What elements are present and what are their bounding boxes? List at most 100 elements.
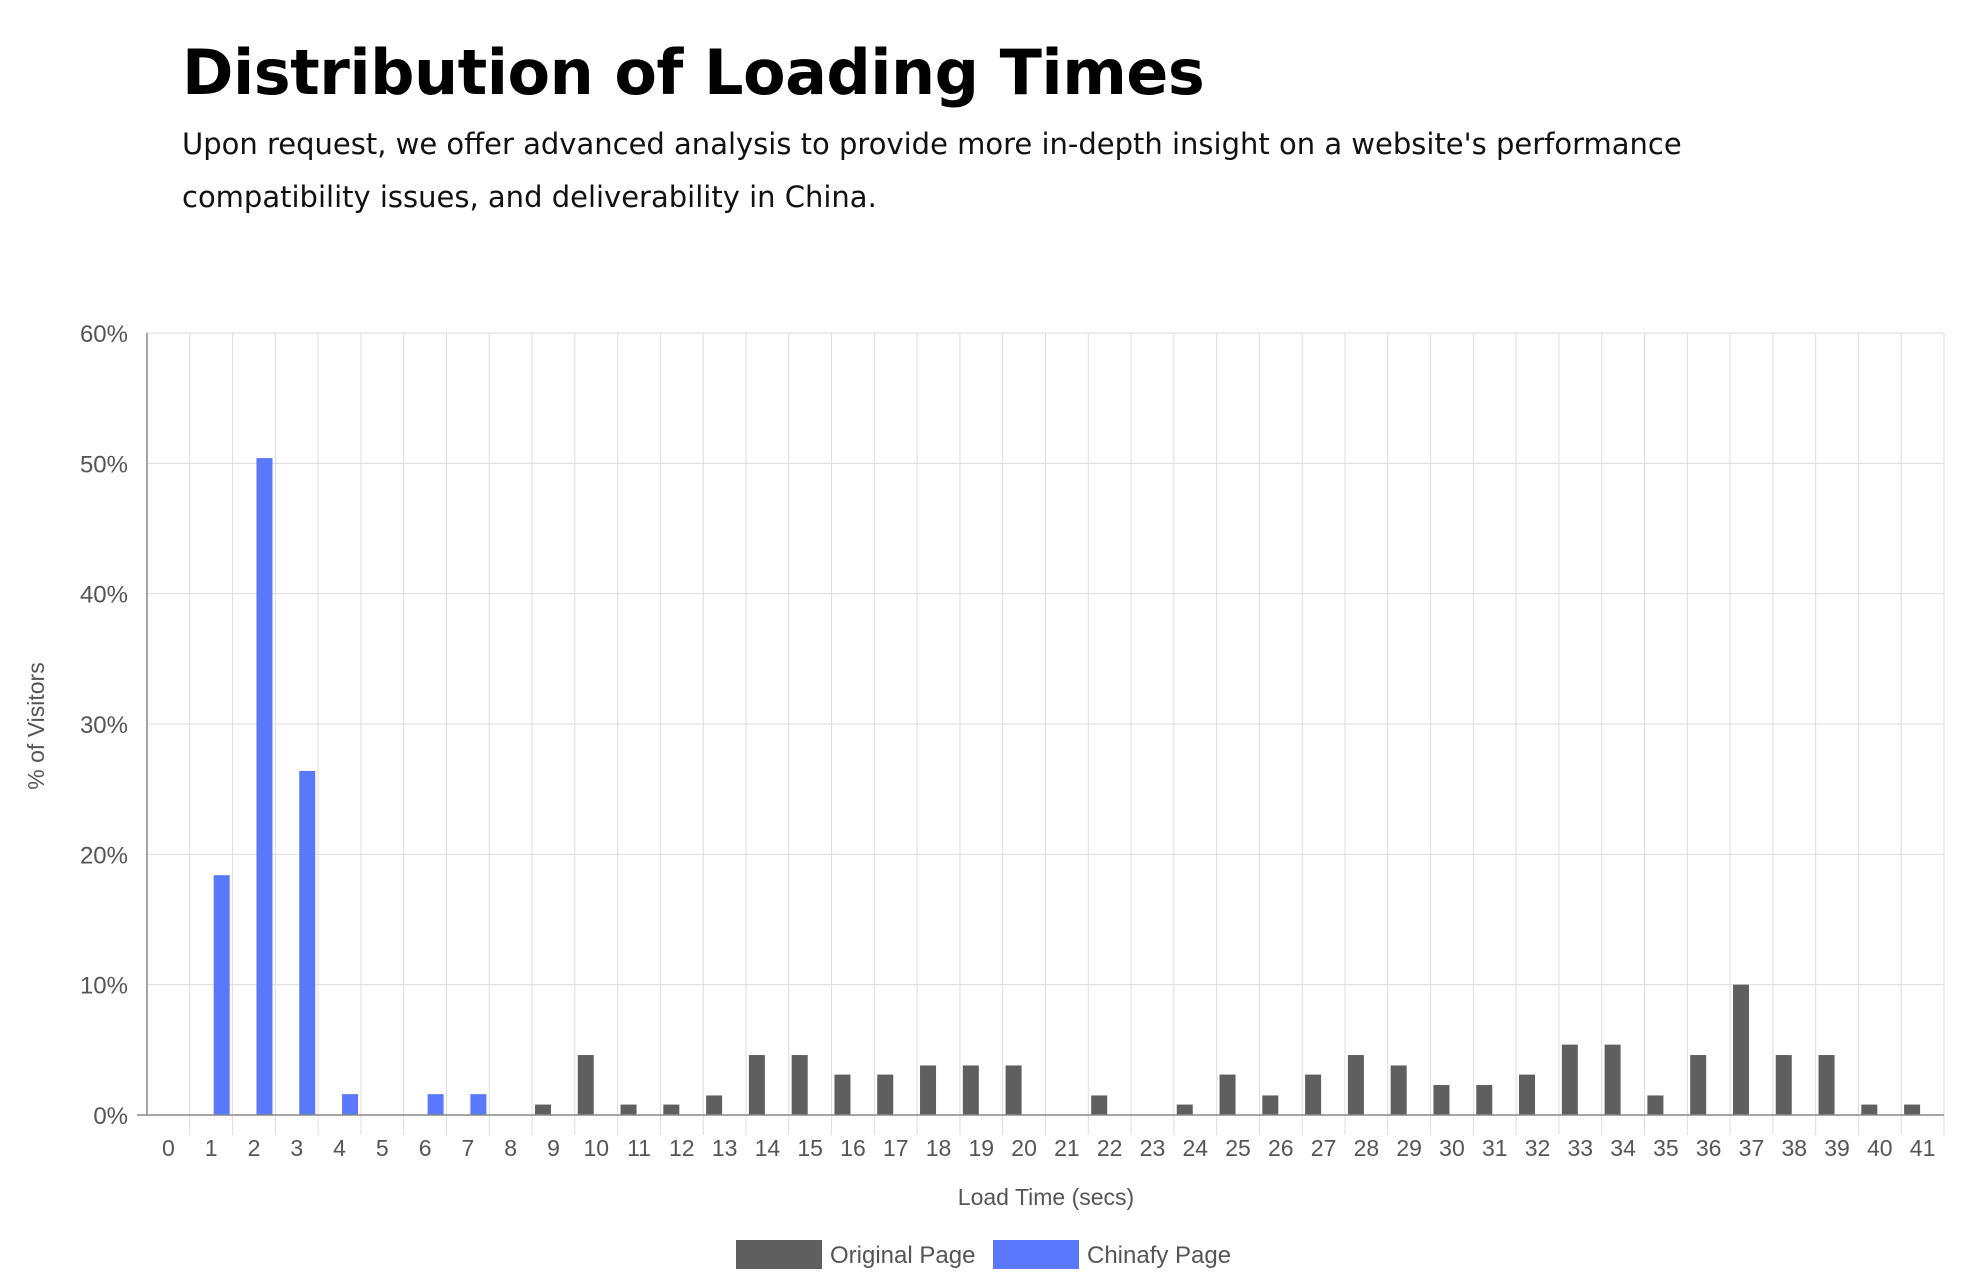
y-tick-label: 50% xyxy=(80,451,128,478)
x-tick-label: 37 xyxy=(1739,1135,1765,1161)
x-tick-label: 17 xyxy=(883,1135,909,1161)
bar-chinafy-page-6[interactable] xyxy=(427,1094,444,1115)
bar-chinafy-page-1[interactable] xyxy=(213,875,230,1115)
bar-chinafy-page-3[interactable] xyxy=(299,770,316,1115)
x-tick-label: 31 xyxy=(1482,1135,1508,1161)
x-tick-label: 4 xyxy=(333,1135,346,1161)
x-tick-label: 15 xyxy=(797,1135,823,1161)
bar-original-page-40[interactable] xyxy=(1861,1104,1878,1115)
y-tick-label: 0% xyxy=(93,1103,128,1130)
x-tick-label: 39 xyxy=(1824,1135,1850,1161)
x-tick-label: 34 xyxy=(1610,1135,1636,1161)
bars-layer xyxy=(213,458,1921,1115)
bar-chinafy-page-4[interactable] xyxy=(342,1094,359,1115)
bar-original-page-32[interactable] xyxy=(1519,1074,1536,1115)
x-tick-label: 12 xyxy=(669,1135,695,1161)
bar-original-page-22[interactable] xyxy=(1091,1095,1108,1115)
page-subtitle: Upon request, we offer advanced analysis… xyxy=(182,127,1682,214)
bar-original-page-18[interactable] xyxy=(920,1065,937,1115)
bar-original-page-12[interactable] xyxy=(663,1104,680,1115)
x-tick-label: 7 xyxy=(461,1135,474,1161)
x-tick-label: 19 xyxy=(969,1135,995,1161)
bar-original-page-20[interactable] xyxy=(1005,1065,1022,1115)
x-tick-label: 28 xyxy=(1354,1135,1380,1161)
x-tick-label: 26 xyxy=(1268,1135,1294,1161)
x-tick-label: 5 xyxy=(376,1135,389,1161)
legend: Original Page Chinafy Page xyxy=(736,1240,1231,1269)
y-axis-label: % of Visitors xyxy=(23,662,49,789)
x-tick-label: 27 xyxy=(1311,1135,1337,1161)
bar-original-page-9[interactable] xyxy=(534,1104,551,1115)
y-tick-label: 60% xyxy=(80,321,128,348)
x-tick-label: 38 xyxy=(1781,1135,1807,1161)
x-tick-label: 24 xyxy=(1182,1135,1208,1161)
bar-original-page-13[interactable] xyxy=(706,1095,723,1115)
x-tick-label: 22 xyxy=(1097,1135,1123,1161)
x-tick-label: 32 xyxy=(1525,1135,1551,1161)
bar-original-page-26[interactable] xyxy=(1262,1095,1279,1115)
bar-original-page-39[interactable] xyxy=(1818,1055,1835,1115)
x-tick-label: 25 xyxy=(1225,1135,1251,1161)
x-tick-label: 11 xyxy=(627,1135,651,1161)
y-tick-label: 20% xyxy=(80,842,128,869)
y-tick-label: 10% xyxy=(80,973,128,1000)
x-tick-label: 2 xyxy=(248,1135,261,1161)
x-tick-label: 35 xyxy=(1653,1135,1679,1161)
ticks-layer: 0%10%20%30%40%50%60%0 1 2 3 4 5 6 7 8 9 10 11 12 13 14… xyxy=(80,321,1935,1161)
x-tick-label: 1 xyxy=(205,1135,218,1161)
x-tick-label: 20 xyxy=(1011,1135,1037,1161)
x-tick-label: 21 xyxy=(1054,1135,1080,1161)
x-axis-label: Load Time (secs) xyxy=(958,1184,1134,1210)
x-tick-label: 14 xyxy=(755,1135,781,1161)
x-tick-label: 3 xyxy=(290,1135,303,1161)
x-tick-label: 18 xyxy=(926,1135,952,1161)
y-tick-label: 40% xyxy=(80,582,128,609)
bar-original-page-17[interactable] xyxy=(877,1074,894,1115)
x-tick-label: 13 xyxy=(712,1135,738,1161)
bar-original-page-34[interactable] xyxy=(1604,1044,1621,1115)
bar-original-page-31[interactable] xyxy=(1476,1085,1493,1115)
bar-original-page-37[interactable] xyxy=(1732,984,1749,1115)
bar-original-page-41[interactable] xyxy=(1904,1104,1921,1115)
x-tick-label: 40 xyxy=(1867,1135,1893,1161)
legend-swatch-chinafy-page[interactable] xyxy=(993,1240,1079,1269)
bar-original-page-33[interactable] xyxy=(1561,1044,1578,1115)
bar-original-page-10[interactable] xyxy=(577,1055,594,1115)
bar-chinafy-page-7[interactable] xyxy=(470,1094,487,1115)
bar-original-page-28[interactable] xyxy=(1347,1055,1364,1115)
grid-layer xyxy=(147,332,1945,1135)
bar-original-page-25[interactable] xyxy=(1219,1074,1236,1115)
x-tick-label: 16 xyxy=(840,1135,866,1161)
bar-original-page-19[interactable] xyxy=(962,1065,979,1115)
legend-label-chinafy-page[interactable]: Chinafy Page xyxy=(1087,1242,1231,1269)
bar-original-page-36[interactable] xyxy=(1690,1055,1707,1115)
bar-original-page-14[interactable] xyxy=(748,1055,765,1115)
axis-layer xyxy=(137,333,1944,1116)
legend-label-original-page[interactable]: Original Page xyxy=(830,1242,975,1269)
bar-original-page-29[interactable] xyxy=(1390,1065,1407,1115)
x-tick-label: 30 xyxy=(1439,1135,1465,1161)
y-tick-label: 30% xyxy=(80,712,128,739)
x-tick-label: 10 xyxy=(583,1135,609,1161)
x-tick-label: 8 xyxy=(504,1135,517,1161)
x-tick-label: 33 xyxy=(1568,1135,1594,1161)
bar-original-page-11[interactable] xyxy=(620,1104,637,1115)
page-title: Distribution of Loading Times xyxy=(182,36,1205,109)
bar-original-page-16[interactable] xyxy=(834,1074,851,1115)
x-tick-label: 9 xyxy=(547,1135,560,1161)
x-tick-label: 29 xyxy=(1396,1135,1422,1161)
x-tick-label: 6 xyxy=(419,1135,432,1161)
bar-original-page-35[interactable] xyxy=(1647,1095,1664,1115)
legend-swatch-original-page[interactable] xyxy=(736,1240,822,1269)
bar-original-page-27[interactable] xyxy=(1305,1074,1322,1115)
x-tick-label: 41 xyxy=(1910,1135,1936,1161)
bar-original-page-30[interactable] xyxy=(1433,1085,1450,1115)
bar-original-page-38[interactable] xyxy=(1775,1055,1792,1115)
x-tick-label: 0 xyxy=(162,1135,175,1161)
bar-chinafy-page-2[interactable] xyxy=(256,458,273,1115)
bar-original-page-24[interactable] xyxy=(1176,1104,1193,1115)
x-tick-label: 36 xyxy=(1696,1135,1722,1161)
bar-original-page-15[interactable] xyxy=(791,1055,808,1115)
x-tick-label: 23 xyxy=(1140,1135,1166,1161)
